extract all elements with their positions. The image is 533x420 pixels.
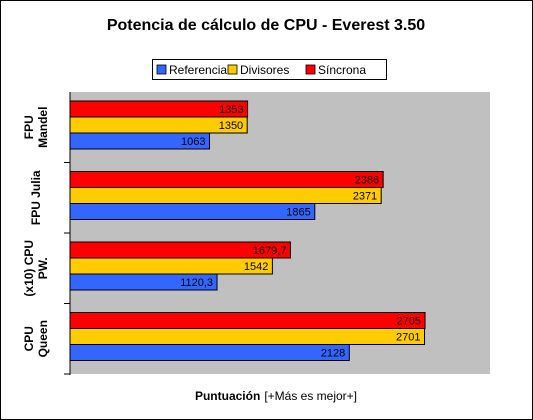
legend-label-divisores: Divisores <box>240 63 289 77</box>
chart-title: Potencia de cálculo de CPU - Everest 3.5… <box>107 17 425 34</box>
x-axis-label-rest: [+Más es mejor+] <box>264 389 357 403</box>
category-label-0-0: FPU <box>22 115 36 139</box>
category-label-2-1: PW. <box>36 257 50 279</box>
legend-label-referencia: Referencia <box>169 63 227 77</box>
category-label-0-1: Mandel <box>36 107 50 148</box>
category-label-2-0: (x10) CPU <box>22 240 36 297</box>
bar-divisores-2 <box>69 257 273 275</box>
data-label-divisores-3: 2701 <box>396 332 420 344</box>
data-label-síncrona-3: 2705 <box>397 316 421 328</box>
data-label-síncrona-1: 2386 <box>355 175 379 187</box>
bar-divisores-1 <box>69 187 382 204</box>
legend-swatch-referencia <box>156 64 167 75</box>
data-label-referencia-3: 2128 <box>321 348 345 360</box>
legend: Referencia Divisores Síncrona <box>152 59 387 80</box>
category-label-1-0: FPU Julia <box>29 170 43 225</box>
legend-swatch-divisores <box>227 64 238 75</box>
legend-swatch-síncrona <box>305 64 316 75</box>
data-label-síncrona-0: 1353 <box>219 104 243 116</box>
data-label-referencia-1: 1865 <box>286 207 310 219</box>
x-axis-label: Puntuación [+Más es mejor+] <box>195 389 357 403</box>
data-label-divisores-0: 1350 <box>219 120 243 132</box>
data-label-síncrona-2: 1679,7 <box>253 245 287 257</box>
category-label-3-0: CPU <box>22 326 36 351</box>
data-label-referencia-2: 1120,3 <box>180 277 213 289</box>
bar-síncrona-1 <box>69 171 384 188</box>
data-label-referencia-0: 1063 <box>181 136 205 148</box>
legend-label-síncrona: Síncrona <box>318 63 366 77</box>
x-axis-label-bold: Puntuación <box>195 389 260 403</box>
category-labels: FPU Mandel FPU Julia (x10) CPU PW. CPU Queen <box>22 107 70 375</box>
bar-síncrona-3 <box>69 312 426 329</box>
data-label-divisores-2: 1542 <box>244 261 268 273</box>
bars-layer: 1353 1350 1063 2386 2371 1865 1679,7 1542 1120,3… <box>69 100 426 361</box>
bar-referencia-3 <box>69 344 350 361</box>
category-label-3-1: Queen <box>36 320 50 357</box>
data-label-divisores-1: 2371 <box>353 191 377 203</box>
legend-box <box>152 59 387 80</box>
bar-referencia-1 <box>69 203 316 220</box>
bar-divisores-3 <box>69 328 426 345</box>
